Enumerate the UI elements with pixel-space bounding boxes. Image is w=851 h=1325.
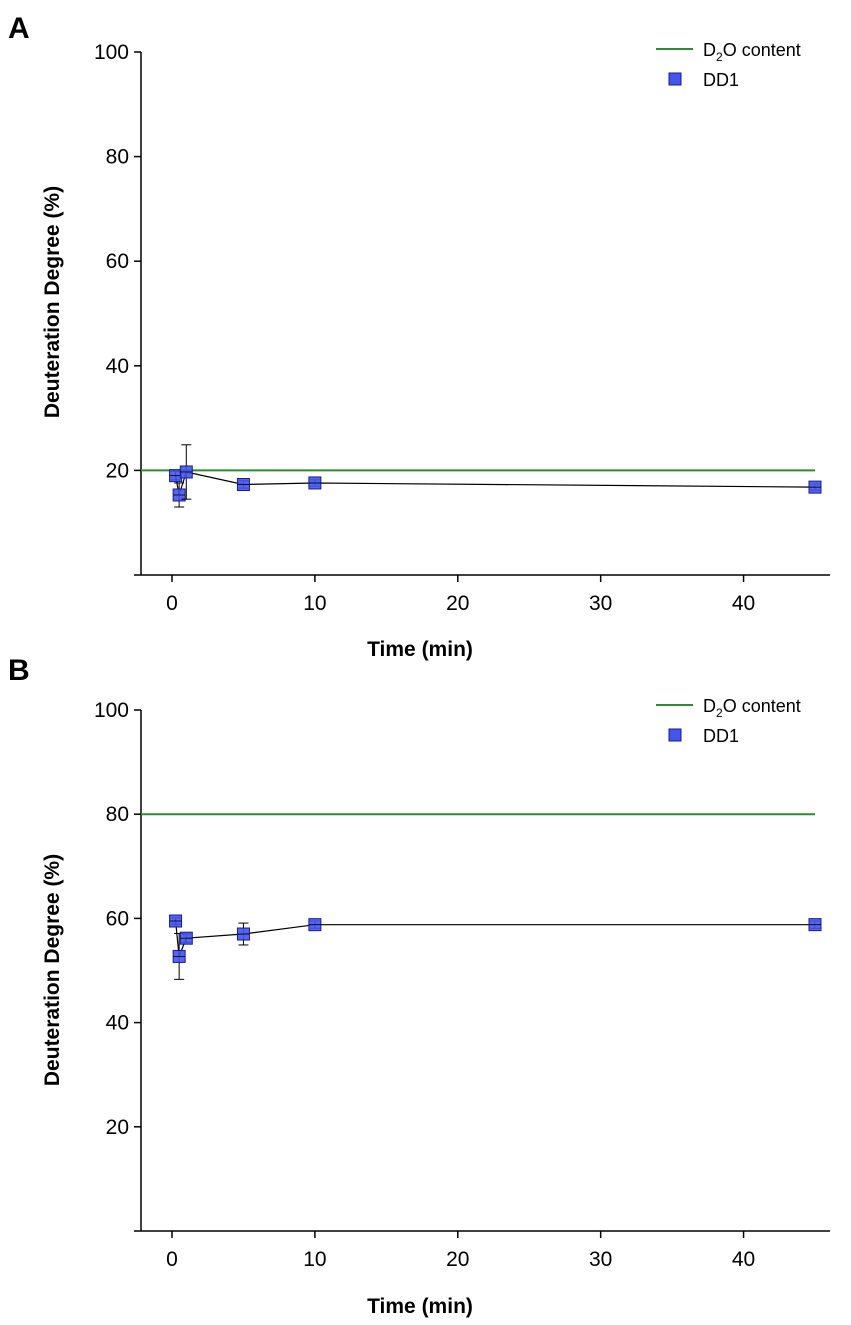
x-axis-label: Time (min) bbox=[367, 1295, 473, 1318]
x-tick-label: 10 bbox=[303, 592, 326, 615]
y-tick-label: 20 bbox=[106, 459, 129, 482]
legend-dd1-marker bbox=[668, 728, 682, 742]
x-tick-label: 30 bbox=[589, 1248, 612, 1271]
y-tick-label: 100 bbox=[94, 699, 129, 722]
panel-letter: A bbox=[8, 12, 30, 45]
legend: D2O content DD1 bbox=[656, 696, 801, 746]
x-tick-label: 40 bbox=[732, 1248, 755, 1271]
y-tick-label: 40 bbox=[106, 1012, 129, 1035]
y-tick-label: 20 bbox=[106, 1116, 129, 1139]
x-tick-label: 20 bbox=[446, 592, 469, 615]
dd1-series-line bbox=[175, 471, 816, 496]
x-tick-label: 30 bbox=[589, 592, 612, 615]
y-axis-label: Deuteration Degree (%) bbox=[41, 854, 64, 1086]
legend-d2o-label: D2O content bbox=[703, 40, 801, 64]
x-tick-label: 0 bbox=[166, 592, 178, 615]
x-tick-label: 0 bbox=[166, 1248, 178, 1271]
legend-d2o-label: D2O content bbox=[703, 696, 801, 720]
x-tick-label: 20 bbox=[446, 1248, 469, 1271]
chart-panel-b: B Time (min) Deuteration Degree (%) D2O … bbox=[8, 654, 830, 1318]
y-axis-label: Deuteration Degree (%) bbox=[41, 186, 64, 418]
y-tick-label: 60 bbox=[106, 250, 129, 273]
legend: D2O content DD1 bbox=[656, 40, 801, 90]
y-tick-label: 40 bbox=[106, 355, 129, 378]
legend-dd1-label: DD1 bbox=[703, 726, 739, 746]
chart-panel-a: A Time (min) Deuteration Degree (%) D2O … bbox=[8, 12, 830, 661]
x-tick-label: 10 bbox=[303, 1248, 326, 1271]
legend-dd1-label: DD1 bbox=[703, 70, 739, 90]
x-tick-label: 40 bbox=[732, 592, 755, 615]
legend-dd1-marker bbox=[668, 72, 682, 86]
panel-letter: B bbox=[8, 654, 30, 687]
y-tick-label: 80 bbox=[106, 803, 129, 826]
y-tick-label: 60 bbox=[106, 907, 129, 930]
y-tick-label: 80 bbox=[106, 146, 129, 169]
dd1-series-line bbox=[175, 920, 815, 957]
y-tick-label: 100 bbox=[94, 41, 129, 64]
x-axis-label: Time (min) bbox=[367, 638, 473, 661]
